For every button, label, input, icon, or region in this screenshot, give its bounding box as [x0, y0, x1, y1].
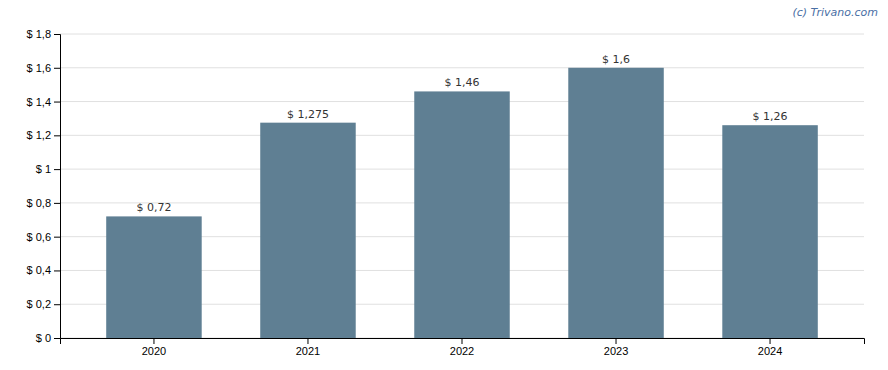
- y-tick: $ 0: [36, 332, 60, 344]
- data-label: $ 1,275: [287, 108, 329, 121]
- x-tick: 2022: [450, 338, 474, 357]
- data-label: $ 0,72: [136, 201, 171, 214]
- bars: [106, 68, 818, 338]
- tick-label: $ 0,4: [27, 264, 51, 276]
- tick-label: 2022: [450, 345, 474, 357]
- y-tick: $ 0,4: [27, 264, 60, 276]
- y-tick: $ 1,8: [27, 28, 60, 40]
- bar: [568, 68, 663, 338]
- tick-mark: [54, 102, 60, 103]
- y-tick: $ 1: [36, 163, 60, 175]
- tick-mark: [462, 338, 463, 344]
- tick-label: $ 1: [36, 163, 51, 175]
- data-label: $ 1,6: [602, 53, 630, 66]
- data-label: $ 1,26: [753, 110, 788, 123]
- tick-label: $ 1,6: [27, 62, 51, 74]
- tick-label: $ 0: [36, 332, 51, 344]
- tick-label: 2023: [604, 345, 628, 357]
- tick-label: 2021: [296, 345, 320, 357]
- grid-line: [60, 67, 864, 68]
- annotation: (c) Trivano.com: [792, 6, 878, 19]
- tick-label: $ 0,2: [27, 298, 51, 310]
- y-axis: $ 0 $ 0,2 $ 0,4 $ 0,6 $ 0,8 $ 1 $ 1,2 $ 1,4 $ 1,…: [27, 28, 61, 344]
- chart-svg: $ 0 $ 0,2 $ 0,4 $ 0,6 $ 0,8 $ 1 $ 1,2 $ 1,4 $ 1,…: [0, 0, 888, 370]
- y-tick: $ 1,2: [27, 129, 60, 141]
- tick-mark: [54, 237, 60, 238]
- tick-mark: [54, 135, 60, 136]
- tick-mark: [307, 338, 308, 344]
- tick-mark: [54, 304, 60, 305]
- tick-mark: [54, 68, 60, 69]
- plot: $ 0 $ 0,2 $ 0,4 $ 0,6 $ 0,8 $ 1 $ 1,2 $ 1,4 $ 1,…: [27, 28, 865, 357]
- tick-mark: [54, 270, 60, 271]
- tick-mark: [54, 34, 60, 35]
- y-tick: $ 1,6: [27, 62, 60, 74]
- grid: [60, 34, 864, 338]
- y-tick: $ 0,6: [27, 231, 60, 243]
- y-tick: $ 0,2: [27, 298, 60, 310]
- grid-line: [60, 34, 864, 35]
- tick-label: $ 1,4: [27, 96, 51, 108]
- x-axis: 2020 2021 2022 2023 2024: [61, 338, 865, 357]
- tick-mark: [54, 169, 60, 170]
- tick-mark: [770, 338, 771, 344]
- bar: [722, 125, 817, 338]
- data-label: $ 1,46: [445, 76, 480, 89]
- tick-mark: [616, 338, 617, 344]
- bar: [260, 123, 355, 338]
- axis-domain: [54, 35, 61, 339]
- tick-mark: [153, 338, 154, 344]
- x-tick: 2024: [758, 338, 782, 357]
- tick-label: $ 0,6: [27, 231, 51, 243]
- x-tick: 2021: [296, 338, 320, 357]
- tick-mark: [54, 203, 60, 204]
- tick-label: 2020: [142, 345, 166, 357]
- tick-mark: [54, 338, 60, 339]
- y-tick: $ 1,4: [27, 96, 60, 108]
- y-tick: $ 0,8: [27, 197, 60, 209]
- axis-domain: [61, 339, 865, 345]
- bar: [106, 216, 201, 338]
- tick-label: 2024: [758, 345, 782, 357]
- tick-label: $ 1,2: [27, 129, 51, 141]
- x-tick: 2023: [604, 338, 628, 357]
- data-labels: $ 0,72 $ 1,275 $ 1,46 $ 1,6 $ 1,26: [136, 53, 787, 215]
- tick-label: $ 0,8: [27, 197, 51, 209]
- tick-label: $ 1,8: [27, 28, 51, 40]
- bar: [414, 91, 509, 338]
- x-tick: 2020: [142, 338, 166, 357]
